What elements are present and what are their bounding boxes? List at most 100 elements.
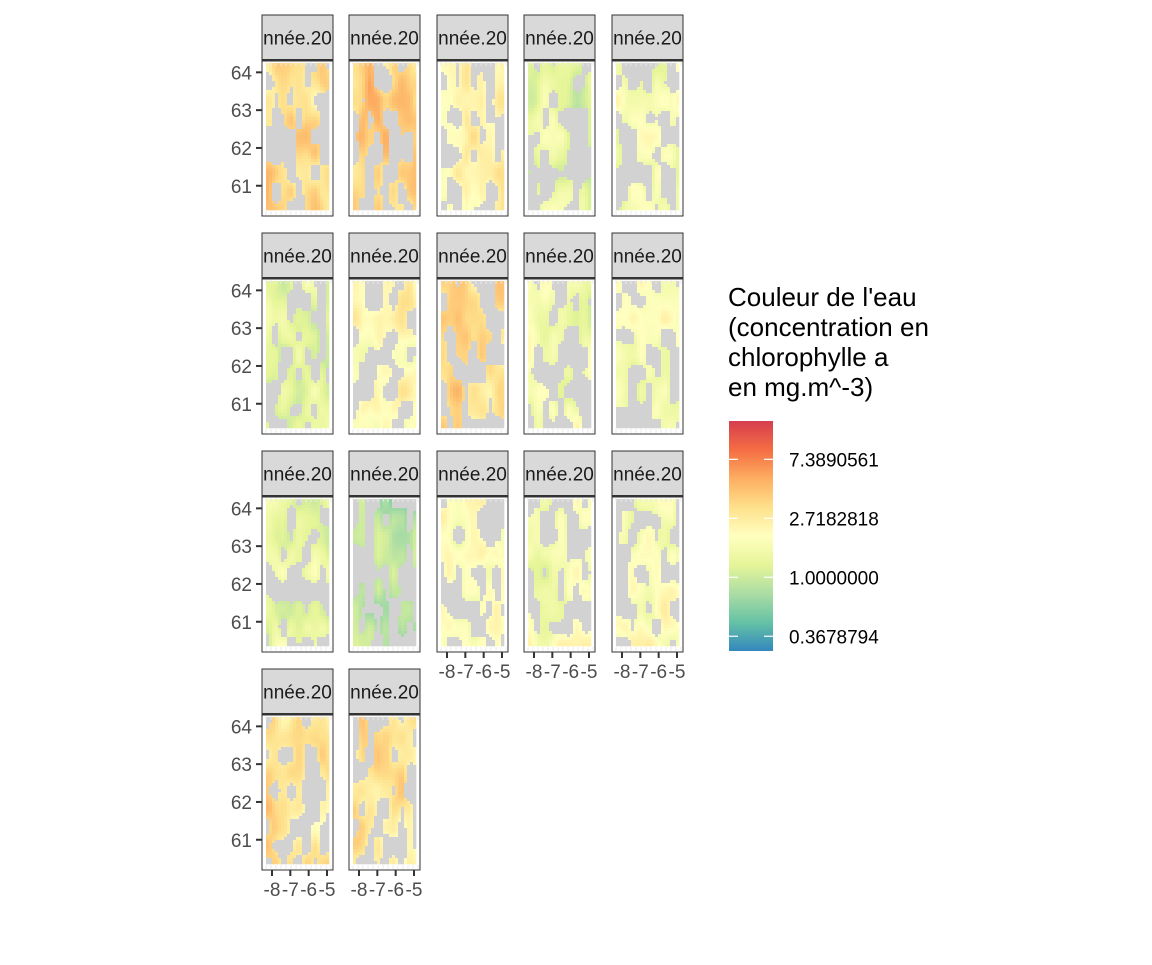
raster-cells bbox=[266, 717, 329, 864]
facet-panel: nnée.20 bbox=[612, 451, 683, 652]
y-tick-label: 63 bbox=[231, 755, 252, 776]
color-legend: Couleur de l'eau(concentration enchlorop… bbox=[728, 282, 929, 651]
x-tick-label: -7 bbox=[457, 662, 474, 683]
raster-cells bbox=[616, 499, 679, 646]
facet-panel: nnée.20 bbox=[349, 15, 420, 216]
y-tick-label: 62 bbox=[231, 357, 252, 378]
facet-panel: nnée.20 bbox=[612, 15, 683, 216]
facet-panel: nnée.20 bbox=[262, 15, 333, 216]
facet-panel: nnée.20 bbox=[262, 451, 333, 652]
x-tick-label: -5 bbox=[406, 880, 423, 901]
facet-strip-label: nnée.20 bbox=[263, 29, 332, 50]
y-tick-label: 61 bbox=[231, 613, 252, 634]
facet-strip-label: nnée.20 bbox=[263, 683, 332, 704]
x-tick-label: -8 bbox=[614, 662, 631, 683]
y-tick-label: 64 bbox=[231, 717, 253, 738]
facet-strip-label: nnée.20 bbox=[350, 683, 419, 704]
x-tick-label: -5 bbox=[581, 662, 598, 683]
x-tick-label: -7 bbox=[282, 880, 299, 901]
x-tick-label: -8 bbox=[526, 662, 543, 683]
y-tick-label: 61 bbox=[231, 395, 252, 416]
x-tick-label: -6 bbox=[475, 662, 492, 683]
facet-panel: nnée.20 bbox=[349, 233, 420, 434]
facet-panel: nnée.20 bbox=[437, 233, 508, 434]
y-tick-label: 61 bbox=[231, 177, 252, 198]
raster-cells bbox=[353, 63, 416, 210]
facet-strip-label: nnée.20 bbox=[350, 465, 419, 486]
facet-panel: nnée.20 bbox=[524, 233, 595, 434]
x-tick-label: -7 bbox=[632, 662, 649, 683]
facet-strip-label: nnée.20 bbox=[350, 247, 419, 268]
y-tick-label: 62 bbox=[231, 575, 252, 596]
facet-strip-label: nnée.20 bbox=[525, 29, 594, 50]
raster-cells bbox=[441, 63, 504, 210]
x-tick-label: -6 bbox=[300, 880, 317, 901]
facet-strip-label: nnée.20 bbox=[263, 247, 332, 268]
legend-label: 1.0000000 bbox=[789, 568, 879, 589]
y-tick-label: 63 bbox=[231, 319, 252, 340]
facet-panel: nnée.20 bbox=[437, 15, 508, 216]
raster-cells bbox=[441, 499, 504, 646]
legend-colorbar bbox=[729, 421, 773, 651]
y-tick-label: 64 bbox=[231, 63, 253, 84]
facet-panel: nnée.20 bbox=[262, 669, 333, 870]
facet-panel: nnée.20 bbox=[612, 233, 683, 434]
raster-cells bbox=[353, 499, 416, 646]
facet-strip-label: nnée.20 bbox=[350, 29, 419, 50]
y-tick-label: 63 bbox=[231, 537, 252, 558]
x-tick-label: -5 bbox=[669, 662, 686, 683]
facet-strip-label: nnée.20 bbox=[525, 465, 594, 486]
y-tick-label: 62 bbox=[231, 139, 252, 160]
raster-cells bbox=[266, 281, 329, 428]
facet-panel: nnée.20 bbox=[524, 451, 595, 652]
facet-strip-label: nnée.20 bbox=[438, 465, 507, 486]
legend-label: 0.3678794 bbox=[789, 627, 879, 648]
x-tick-label: -6 bbox=[650, 662, 667, 683]
y-tick-label: 63 bbox=[231, 101, 252, 122]
facet-strip-label: nnée.20 bbox=[613, 29, 682, 50]
facet-panel: nnée.20 bbox=[524, 15, 595, 216]
y-tick-label: 62 bbox=[231, 793, 252, 814]
x-tick-label: -8 bbox=[439, 662, 456, 683]
y-tick-label: 61 bbox=[231, 831, 252, 852]
raster-cells bbox=[616, 281, 679, 428]
legend-title-line: Couleur de l'eau bbox=[728, 282, 917, 312]
facet-panel: nnée.20 bbox=[349, 669, 420, 870]
legend-label: 2.7182818 bbox=[789, 509, 879, 530]
facet-panel: nnée.20 bbox=[437, 451, 508, 652]
x-tick-label: -8 bbox=[264, 880, 281, 901]
y-tick-label: 64 bbox=[231, 281, 253, 302]
facet-strip-label: nnée.20 bbox=[438, 247, 507, 268]
raster-cells bbox=[616, 63, 679, 210]
x-tick-label: -7 bbox=[369, 880, 386, 901]
x-tick-label: -7 bbox=[544, 662, 561, 683]
x-tick-label: -8 bbox=[351, 880, 368, 901]
raster-cells bbox=[528, 63, 591, 210]
raster-cells bbox=[528, 499, 591, 646]
x-tick-label: -6 bbox=[387, 880, 404, 901]
y-tick-label: 64 bbox=[231, 499, 253, 520]
raster-cells bbox=[528, 281, 591, 428]
raster-cells bbox=[266, 63, 329, 210]
legend-title-line: chlorophylle a bbox=[728, 342, 889, 372]
facet-strip-label: nnée.20 bbox=[613, 465, 682, 486]
facet-strip-label: nnée.20 bbox=[613, 247, 682, 268]
legend-label: 7.3890561 bbox=[789, 450, 879, 471]
facet-strip-label: nnée.20 bbox=[263, 465, 332, 486]
raster-cells bbox=[353, 281, 416, 428]
facet-strip-label: nnée.20 bbox=[438, 29, 507, 50]
facet-strip-label: nnée.20 bbox=[525, 247, 594, 268]
raster-cells bbox=[353, 717, 416, 864]
raster-cells bbox=[441, 281, 504, 428]
legend-title-line: (concentration en bbox=[728, 312, 929, 342]
raster-cells bbox=[266, 499, 329, 646]
facet-panel: nnée.20 bbox=[349, 451, 420, 652]
legend-title-line: en mg.m^-3) bbox=[728, 372, 873, 402]
x-tick-label: -5 bbox=[494, 662, 511, 683]
facet-panels: nnée.20 nnée.20 nnée.20 nnée.20 nnée.20 nnée.… bbox=[262, 15, 683, 870]
x-tick-label: -5 bbox=[319, 880, 336, 901]
x-tick-label: -6 bbox=[562, 662, 579, 683]
facet-panel: nnée.20 bbox=[262, 233, 333, 434]
